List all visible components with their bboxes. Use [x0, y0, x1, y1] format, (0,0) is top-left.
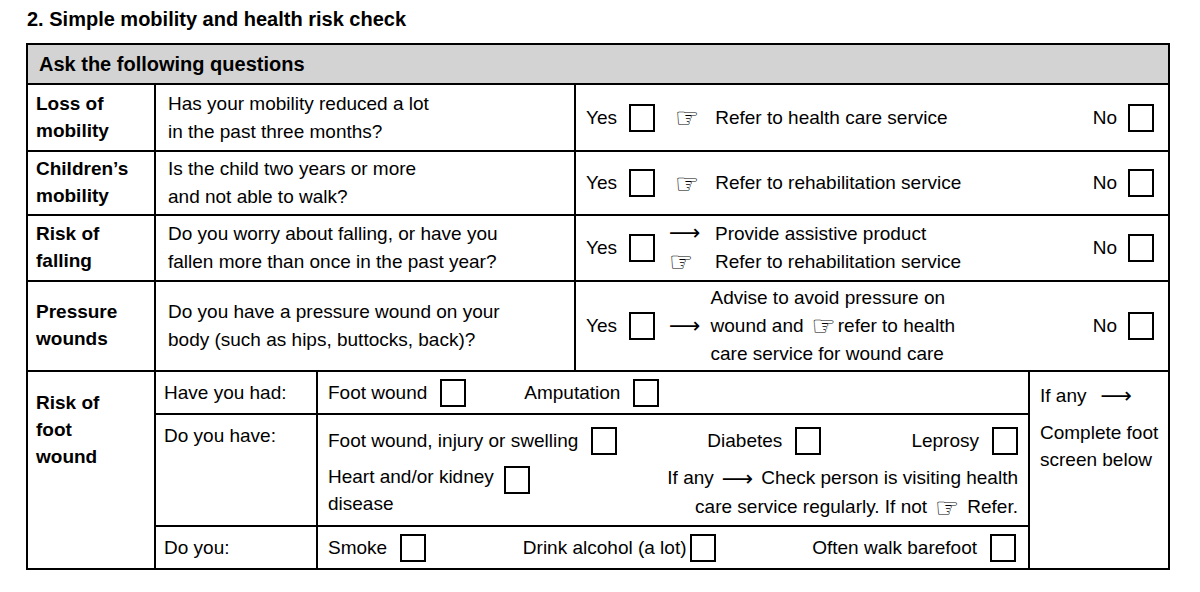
foot-injury-item: Foot wound, injury or swelling [328, 427, 617, 455]
yes-label: Yes [586, 237, 617, 259]
right-arrow-icon: ⟶ [669, 222, 701, 244]
no-checkbox[interactable] [1128, 104, 1154, 132]
no-label: No [1093, 172, 1117, 194]
no-label: No [1093, 237, 1117, 259]
yes-checkbox[interactable] [629, 169, 655, 197]
foot-wound-checkbox[interactable] [440, 379, 466, 407]
no-label: No [1093, 315, 1117, 337]
action-text: Refer to rehabilitation service [715, 248, 961, 276]
heart-kidney-checkbox[interactable] [504, 466, 530, 494]
question-cell: Do you worry about falling, or have you … [156, 216, 576, 280]
pointing-hand-icon: ☞ [669, 249, 693, 276]
action-text: Provide assistive product [715, 220, 926, 248]
pointing-hand-icon: ☞ [812, 311, 836, 341]
heart-kidney-item: Heart and/or kidney disease [328, 464, 504, 522]
subrow-prompt: Do you: [156, 527, 318, 568]
smoke-checkbox[interactable] [400, 534, 426, 562]
no-label: No [1093, 107, 1117, 129]
question-cell: Has your mobility reduced a lot in the p… [156, 85, 576, 150]
row-risk-of-falling: Risk of falling Do you worry about falli… [28, 216, 1168, 282]
if-any-note: If any⟶Check person is visiting health c… [530, 464, 1020, 522]
action-text: Refer to health care service [715, 107, 947, 129]
mobility-risk-table: Ask the following questions Loss of mobi… [26, 43, 1170, 570]
action-text-block: Advise to avoid pressure on wound and☞re… [711, 284, 955, 367]
no-checkbox[interactable] [1128, 169, 1154, 197]
pointing-hand-icon: ☞ [675, 105, 699, 132]
row-label-cell: Risk of falling [28, 216, 156, 280]
question-cell: Do you have a pressure wound on your bod… [156, 282, 576, 370]
row-label-cell: Pressure wounds [28, 282, 156, 370]
action-cell: Yes ⟶ Provide assistive product ☞ Refer … [576, 216, 1168, 280]
diabetes-item: Diabetes [707, 427, 821, 455]
amputation-checkbox[interactable] [633, 379, 659, 407]
pointing-hand-icon: ☞ [935, 493, 959, 523]
row-loss-of-mobility: Loss of mobility Has your mobility reduc… [28, 85, 1168, 152]
yes-checkbox[interactable] [629, 104, 655, 132]
row-childrens-mobility: Children’s mobility Is the child two yea… [28, 152, 1168, 216]
yes-checkbox[interactable] [629, 312, 655, 340]
row-label: Risk of foot wound [36, 390, 131, 471]
walk-barefoot-item: Often walk barefoot [812, 534, 1016, 562]
table-header-row: Ask the following questions [28, 45, 1168, 85]
drink-alcohol-item: Drink alcohol (a lot) [523, 534, 716, 562]
yes-label: Yes [586, 172, 617, 194]
right-arrow-icon: ⟶ [722, 466, 754, 491]
right-arrow-icon: ⟶ [669, 315, 701, 337]
action-cell: Yes ☞ Refer to rehabilitation service No [576, 152, 1168, 214]
complete-foot-screen-note: Complete foot screen below [1040, 419, 1162, 474]
row-label: Loss of mobility [36, 91, 138, 145]
row-label: Pressure wounds [36, 299, 138, 353]
row-risk-of-foot-wound: Risk of foot wound Have you had: Foot wo… [28, 372, 1168, 568]
diabetes-checkbox[interactable] [795, 427, 821, 455]
row-label: Risk of falling [36, 221, 138, 275]
document-page: 2. Simple mobility and health risk check… [0, 0, 1200, 592]
subrow-prompt: Do you have: [156, 415, 318, 525]
smoke-item: Smoke [328, 534, 426, 562]
foot-wound-item: Foot wound [328, 379, 466, 407]
if-any-column: If any ⟶ Complete foot screen below [1028, 372, 1168, 568]
amputation-item: Amputation [524, 379, 659, 407]
action-text: Refer to rehabilitation service [715, 172, 961, 194]
action-lines: ⟶ Provide assistive product ☞ Refer to r… [669, 220, 961, 277]
yes-checkbox[interactable] [629, 234, 655, 262]
subrow-have-you-had: Have you had: Foot wound Amputation [156, 372, 1028, 415]
walk-barefoot-checkbox[interactable] [990, 534, 1016, 562]
row-label-cell: Risk of foot wound [28, 372, 156, 568]
drink-alcohol-checkbox[interactable] [690, 534, 716, 562]
row-label: Children’s mobility [36, 156, 138, 210]
pointing-hand-icon: ☞ [675, 171, 699, 198]
row-label-cell: Loss of mobility [28, 85, 156, 150]
foot-wound-subtable: Have you had: Foot wound Amputation [156, 372, 1028, 568]
leprosy-item: Leprosy [911, 427, 1018, 455]
row-label-cell: Children’s mobility [28, 152, 156, 214]
yes-label: Yes [586, 315, 617, 337]
action-cell: Yes ⟶ Advise to avoid pressure on wound … [576, 282, 1168, 370]
yes-label: Yes [586, 107, 617, 129]
question-cell: Is the child two years or more and not a… [156, 152, 576, 214]
row-pressure-wounds: Pressure wounds Do you have a pressure w… [28, 282, 1168, 372]
subrow-prompt: Have you had: [156, 372, 318, 413]
no-checkbox[interactable] [1128, 312, 1154, 340]
right-arrow-icon: ⟶ [1100, 385, 1132, 407]
subrow-do-you-have: Do you have: Foot wound, injury or swell… [156, 415, 1028, 527]
subrow-do-you: Do you: Smoke Drink alcohol (a lot) Ofte… [156, 527, 1028, 568]
action-cell: Yes ☞ Refer to health care service No [576, 85, 1168, 150]
foot-injury-checkbox[interactable] [591, 427, 617, 455]
table-header-label: Ask the following questions [39, 53, 305, 76]
page-title: 2. Simple mobility and health risk check [27, 8, 406, 31]
leprosy-checkbox[interactable] [992, 427, 1018, 455]
no-checkbox[interactable] [1128, 234, 1154, 262]
